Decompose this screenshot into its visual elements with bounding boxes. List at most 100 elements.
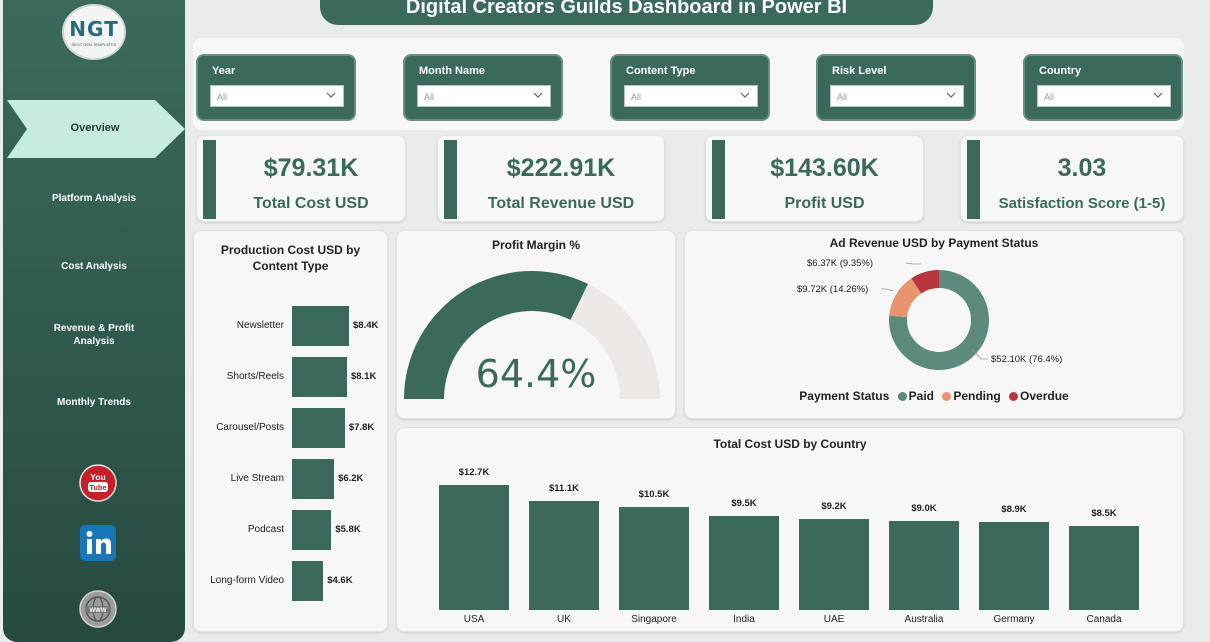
category-label-canada: Canada bbox=[1086, 614, 1122, 625]
legend-overdue[interactable]: Overdue bbox=[1020, 389, 1069, 403]
ad-revenue-by-payment-status-chart: Ad Revenue USD by Payment Status $6.37K … bbox=[684, 230, 1184, 419]
production-cost-by-content-type-chart: Production Cost USD by Content Type News… bbox=[193, 230, 388, 632]
kpi-total-revenue: $222.91K Total Revenue USD bbox=[437, 135, 665, 222]
data-label-australia: $9.0K bbox=[911, 503, 937, 515]
filter-year: Year All bbox=[196, 54, 356, 121]
category-label-germany: Germany bbox=[993, 614, 1035, 625]
category-label-podcast: Podcast bbox=[247, 524, 284, 535]
column-australia[interactable] bbox=[889, 521, 959, 610]
donut-graphic bbox=[881, 262, 989, 370]
data-label-carousel-posts: $7.8K bbox=[348, 422, 375, 433]
donut-slice-paid[interactable] bbox=[889, 270, 989, 370]
column-uae[interactable] bbox=[799, 519, 869, 610]
profit-margin-gauge: Profit Margin % 64.4% bbox=[396, 230, 676, 419]
dropdown-value: All bbox=[424, 92, 435, 102]
nav-item-overview[interactable]: Overview bbox=[7, 100, 185, 158]
data-label-shorts-reels: $8.1K bbox=[350, 371, 377, 382]
risk-level-dropdown[interactable]: All bbox=[830, 85, 964, 107]
kpi-value: $79.31K bbox=[263, 154, 359, 182]
column-germany[interactable] bbox=[979, 522, 1049, 610]
filter-label: Month Name bbox=[419, 65, 485, 77]
column-singapore[interactable] bbox=[619, 506, 689, 610]
nav-item-revenue-profit-analysis[interactable]: Revenue & Profit Analysis bbox=[53, 323, 135, 347]
kpi-label: Profit USD bbox=[784, 195, 865, 212]
bar-long-form-video[interactable] bbox=[292, 561, 324, 601]
chevron-down-icon bbox=[946, 92, 956, 98]
content-type-dropdown[interactable]: All bbox=[624, 85, 758, 107]
data-label-india: $9.5K bbox=[731, 498, 757, 510]
donut-leader-line bbox=[971, 348, 988, 360]
category-label-newsletter: Newsletter bbox=[236, 320, 284, 331]
gauge-value: 64.4% bbox=[475, 352, 597, 396]
donut-slice-pending[interactable] bbox=[889, 278, 922, 318]
chart-title: Total Cost USD by Country bbox=[713, 437, 867, 451]
linkedin-icon[interactable] bbox=[79, 524, 117, 562]
data-label-podcast: $5.8K bbox=[335, 524, 361, 535]
data-label-canada: $8.5K bbox=[1091, 508, 1117, 520]
kpi-accent-bar bbox=[444, 140, 457, 219]
bar-carousel-posts[interactable] bbox=[292, 408, 345, 448]
svg-text:You: You bbox=[90, 472, 105, 482]
gauge-graphic bbox=[404, 270, 660, 399]
data-label-long-form-video: $4.6K bbox=[327, 575, 353, 586]
chart-title: Production Cost USD by Content Type bbox=[220, 243, 361, 273]
nav-active-arrow-shape bbox=[7, 100, 185, 158]
kpi-accent-bar bbox=[712, 140, 725, 219]
data-label-germany: $8.9K bbox=[1001, 504, 1027, 516]
donut-leader-line bbox=[905, 262, 921, 265]
legend-paid[interactable]: Paid bbox=[908, 389, 934, 403]
sidebar: NGT NEXT GEN TEMPLATES Overview Platform… bbox=[3, 0, 185, 642]
filter-label: Content Type bbox=[626, 65, 696, 77]
filter-month-name: Month Name All bbox=[403, 54, 563, 121]
data-label-singapore: $10.5K bbox=[638, 488, 670, 500]
bar-live-stream[interactable] bbox=[292, 459, 335, 499]
nav-item-platform-analysis[interactable]: Platform Analysis bbox=[51, 193, 137, 204]
column-uk[interactable] bbox=[529, 500, 599, 610]
kpi-total-cost: $79.31K Total Cost USD bbox=[196, 135, 406, 222]
filter-risk-level: Risk Level All bbox=[816, 54, 976, 121]
category-label-india: India bbox=[733, 614, 755, 625]
country-dropdown[interactable]: All bbox=[1037, 85, 1171, 107]
kpi-label: Total Revenue USD bbox=[487, 195, 635, 212]
column-usa[interactable] bbox=[439, 485, 509, 610]
category-label-shorts-reels: Shorts/Reels bbox=[226, 371, 284, 382]
donut-slice-overdue[interactable] bbox=[911, 270, 939, 294]
legend-dot-pending bbox=[942, 392, 952, 401]
bar-shorts-reels[interactable] bbox=[292, 357, 347, 397]
category-label-carousel-posts: Carousel/Posts bbox=[216, 422, 284, 433]
ngt-logo: NGT NEXT GEN TEMPLATES bbox=[62, 4, 126, 60]
bar-podcast[interactable] bbox=[292, 510, 332, 550]
chart-title: Profit Margin % bbox=[491, 238, 580, 252]
chevron-down-icon bbox=[533, 92, 543, 98]
gauge-fill bbox=[404, 270, 588, 399]
column-canada[interactable] bbox=[1069, 526, 1139, 610]
svg-text:WWW: WWW bbox=[90, 608, 107, 614]
kpi-profit: $143.60K Profit USD bbox=[705, 135, 924, 222]
bar-newsletter[interactable] bbox=[292, 306, 349, 346]
nav-item-overview-label: Overview bbox=[70, 122, 120, 134]
chevron-down-icon bbox=[326, 92, 336, 98]
year-dropdown[interactable]: All bbox=[210, 85, 344, 107]
filter-country: Country All bbox=[1023, 54, 1183, 121]
donut-label-overdue: $6.37K (9.35%) bbox=[807, 258, 874, 269]
kpi-value: $222.91K bbox=[506, 154, 616, 182]
category-label-uk: UK bbox=[557, 614, 571, 625]
dropdown-value: All bbox=[837, 92, 848, 102]
category-label-live-stream: Live Stream bbox=[230, 473, 284, 484]
nav-item-cost-analysis[interactable]: Cost Analysis bbox=[61, 261, 127, 272]
kpi-satisfaction-score: 3.03 Satisfaction Score (1-5) bbox=[960, 135, 1184, 222]
legend-pending[interactable]: Pending bbox=[953, 389, 1001, 403]
chevron-down-icon bbox=[740, 92, 750, 98]
kpi-accent-bar bbox=[203, 140, 216, 219]
dropdown-value: All bbox=[631, 92, 642, 102]
category-label-singapore: Singapore bbox=[631, 614, 677, 625]
month-name-dropdown[interactable]: All bbox=[417, 85, 551, 107]
youtube-icon[interactable]: You Tube bbox=[79, 464, 117, 502]
filter-label: Country bbox=[1039, 65, 1082, 77]
category-label-usa: USA bbox=[463, 614, 485, 625]
web-icon[interactable]: WWW bbox=[79, 590, 117, 628]
nav-item-monthly-trends[interactable]: Monthly Trends bbox=[57, 397, 131, 408]
column-india[interactable] bbox=[709, 516, 779, 610]
legend-dot-paid bbox=[897, 392, 907, 401]
donut-label-pending: $9.72K (14.26%) bbox=[797, 284, 869, 295]
